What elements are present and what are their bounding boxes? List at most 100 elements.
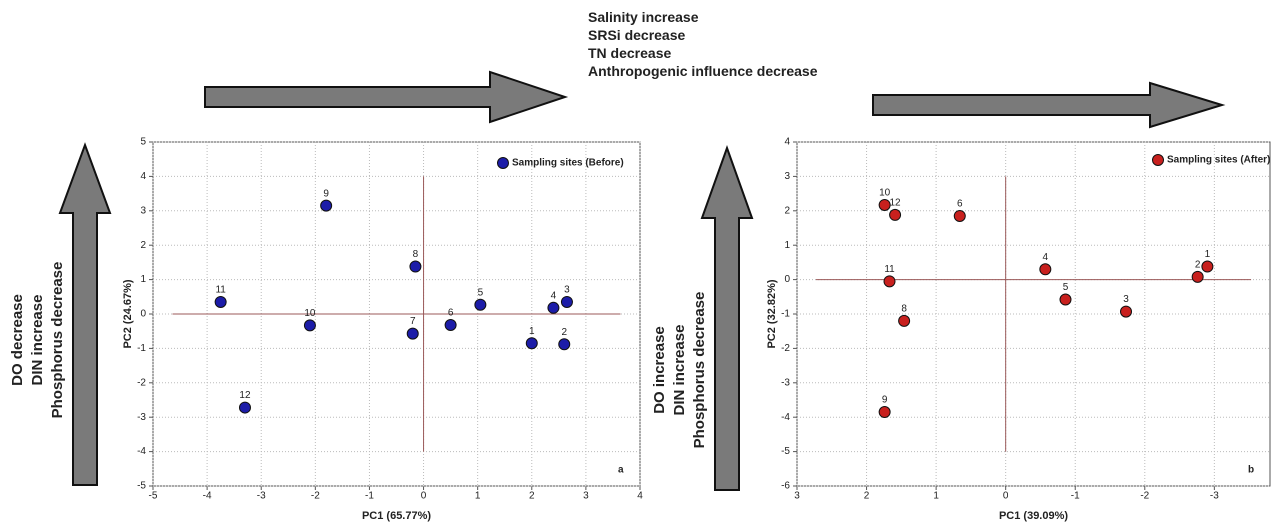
x-axis-label: PC1 (39.09%) <box>999 510 1068 522</box>
point-label: 5 <box>478 287 484 298</box>
x-tick-label: 2 <box>864 491 870 502</box>
x-tick-label: -5 <box>149 491 158 502</box>
point-label: 1 <box>529 326 535 337</box>
side-annotation: DO increase <box>651 326 668 414</box>
y-tick-label: 2 <box>140 240 146 251</box>
arrow-up-b <box>700 145 754 491</box>
y-tick-label: -5 <box>137 481 146 492</box>
x-tick-label: -2 <box>1140 491 1149 502</box>
arrows <box>58 70 1226 491</box>
arrow-right-a <box>204 70 569 124</box>
point-label: 3 <box>1123 294 1129 305</box>
legend-label: Sampling sites (Before) <box>512 158 624 169</box>
point-label: 6 <box>957 199 963 210</box>
point <box>953 209 966 222</box>
point <box>320 199 333 212</box>
x-tick-label: 0 <box>1003 491 1009 502</box>
point <box>560 295 573 308</box>
point-label: 5 <box>1063 282 1069 293</box>
point <box>547 301 560 314</box>
y-tick-label: 4 <box>784 137 790 148</box>
point-label: 10 <box>304 308 316 319</box>
y-tick-label: 0 <box>140 309 146 320</box>
y-tick-label: 2 <box>784 205 790 216</box>
point-label: 12 <box>890 198 902 209</box>
y-tick-label: 4 <box>140 171 146 182</box>
y-axis-label: PC2 (24.67%) <box>122 279 134 348</box>
point <box>878 406 891 419</box>
x-tick-label: -1 <box>1071 491 1080 502</box>
y-tick-label: -1 <box>781 309 790 320</box>
point <box>889 208 902 221</box>
point-label: 11 <box>215 285 226 296</box>
point-label: 1 <box>1205 249 1211 260</box>
x-tick-label: 3 <box>794 491 800 502</box>
point-label: 8 <box>413 249 419 260</box>
side-annotation: DO decrease <box>9 294 26 386</box>
y-tick-label: -3 <box>137 412 146 423</box>
y-tick-label: 3 <box>784 171 790 182</box>
arrow-right-b <box>872 81 1226 129</box>
side-annotation: Phosphorus decrease <box>691 292 708 449</box>
side-annotation: Phosphorus decrease <box>49 262 66 419</box>
point-label: 10 <box>879 188 891 199</box>
y-tick-label: -6 <box>781 481 790 492</box>
y-axis-label: PC2 (32.82%) <box>766 279 778 348</box>
panel-label: a <box>618 465 624 476</box>
annotation: Salinity increase <box>588 9 699 25</box>
point-label: 9 <box>882 395 888 406</box>
point <box>214 295 227 308</box>
point <box>558 338 571 351</box>
side-annotation: DIN increase <box>671 325 688 416</box>
y-tick-label: -4 <box>137 446 146 457</box>
x-tick-label: 2 <box>529 491 535 502</box>
annotation: TN decrease <box>588 45 671 61</box>
y-tick-label: -1 <box>137 343 146 354</box>
point <box>409 260 422 273</box>
y-tick-label: 3 <box>140 205 146 216</box>
point-label: 9 <box>323 188 329 199</box>
annotation: SRSi decrease <box>588 27 685 43</box>
y-tick-label: -3 <box>781 377 790 388</box>
x-tick-label: -2 <box>311 491 320 502</box>
x-tick-label: -3 <box>1210 491 1219 502</box>
point <box>1201 260 1214 273</box>
point <box>474 298 487 311</box>
y-tick-label: 1 <box>784 240 790 251</box>
x-tick-label: 0 <box>421 491 427 502</box>
point <box>1191 270 1204 283</box>
point <box>406 327 419 340</box>
point-label: 11 <box>884 264 895 275</box>
x-tick-label: -1 <box>365 491 374 502</box>
point <box>1120 305 1133 318</box>
x-axis-label: PC1 (65.77%) <box>362 510 431 522</box>
point-label: 3 <box>564 285 570 296</box>
x-tick-label: 1 <box>475 491 481 502</box>
x-tick-label: 1 <box>933 491 939 502</box>
x-tick-label: -3 <box>257 491 266 502</box>
legend-label: Sampling sites (After) <box>1167 155 1270 166</box>
arrow-up-a <box>58 142 112 486</box>
point-label: 4 <box>551 290 557 301</box>
x-tick-label: 3 <box>583 491 589 502</box>
x-tick-label: 4 <box>637 491 643 502</box>
annotation: Anthropogenic influence decrease <box>588 63 818 79</box>
point <box>525 337 538 350</box>
panel-label: b <box>1248 465 1254 476</box>
point <box>878 198 891 211</box>
point <box>303 319 316 332</box>
point <box>444 319 457 332</box>
point-label: 6 <box>448 308 454 319</box>
side-annotation: DIN increase <box>29 295 46 386</box>
y-tick-label: 1 <box>140 274 146 285</box>
y-tick-label: 0 <box>784 274 790 285</box>
point-label: 2 <box>1195 259 1201 270</box>
y-tick-label: -2 <box>781 343 790 354</box>
point-label: 4 <box>1043 252 1049 263</box>
point <box>1059 293 1072 306</box>
point-label: 7 <box>410 316 416 327</box>
y-tick-label: -2 <box>137 377 146 388</box>
y-tick-label: -5 <box>781 446 790 457</box>
point-label: 2 <box>561 327 567 338</box>
